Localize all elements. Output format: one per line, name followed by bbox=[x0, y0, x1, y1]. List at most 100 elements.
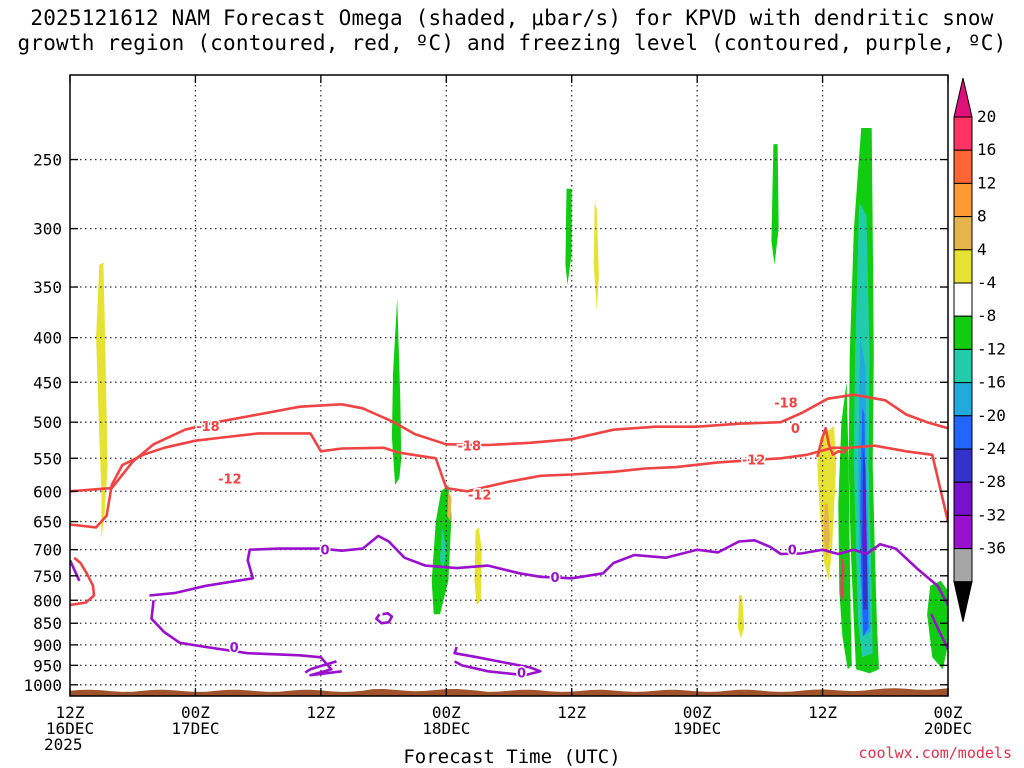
colorbar-label-6: -8 bbox=[977, 306, 996, 325]
contour-label-10: 0 bbox=[230, 641, 239, 656]
colorbar-label-9: -20 bbox=[977, 406, 1006, 425]
freezing-level-contour-4 bbox=[375, 612, 394, 625]
omega-region-18 bbox=[862, 484, 867, 550]
colorbar-segment-7 bbox=[953, 348, 973, 384]
dgz-contour-2 bbox=[816, 426, 849, 458]
x-tick-label-36-1: 00Z bbox=[432, 703, 461, 722]
x-tick-label-0-3: 2025 bbox=[44, 735, 83, 754]
contours: -18 -12 -18 -12 -18 -12 0 0 0 0 0 0 bbox=[70, 393, 948, 683]
colorbar-label-11: -28 bbox=[977, 472, 1006, 491]
colorbar-segment-10 bbox=[953, 448, 973, 483]
y-tick-label-650: 650 bbox=[33, 513, 62, 532]
x-tick-label-84-2: 20DEC bbox=[924, 719, 972, 738]
y-tick-label-550: 550 bbox=[33, 449, 62, 468]
omega-region-7 bbox=[593, 202, 599, 311]
colorbar-label-13: -36 bbox=[977, 539, 1006, 558]
omega-region-0 bbox=[96, 262, 108, 539]
y-tick-label-900: 900 bbox=[33, 636, 62, 655]
dgz-contour-0 bbox=[70, 432, 948, 529]
x-tick-label-24-1: 12Z bbox=[306, 703, 335, 722]
gridlines bbox=[70, 75, 948, 696]
contour-label-11: 0 bbox=[517, 666, 526, 681]
colorbar-bottom-arrow bbox=[953, 581, 973, 622]
contour-label-1: -12 bbox=[218, 472, 242, 487]
plot-frame bbox=[69, 74, 949, 697]
terrain-fill bbox=[70, 688, 948, 696]
colorbar-segment-13 bbox=[953, 548, 973, 583]
colorbar-label-12: -32 bbox=[977, 505, 1006, 524]
y-tick-label-250: 250 bbox=[33, 151, 62, 170]
freezing-level-contour-5 bbox=[453, 646, 542, 677]
colorbar-segment-3 bbox=[953, 216, 973, 251]
omega-region-1 bbox=[391, 297, 402, 485]
omega-region-9 bbox=[771, 144, 779, 265]
omega-region-10 bbox=[817, 425, 837, 581]
colorbar-segment-2 bbox=[953, 182, 973, 218]
y-axis-ticks: 250 300 350 400 450 500 550 600 650 700 750 800 850 9… bbox=[23, 151, 948, 695]
y-tick-label-1000: 1000 bbox=[23, 676, 62, 695]
x-tick-label-0-1: 12Z bbox=[56, 703, 85, 722]
colorbar-segment-6 bbox=[953, 315, 973, 350]
colorbar-segment-11 bbox=[953, 481, 973, 516]
omega-region-11 bbox=[823, 503, 830, 561]
colorbar-label-0: 20 bbox=[977, 107, 996, 126]
colorbar-label-4: 4 bbox=[977, 240, 987, 259]
contour-label-9: 0 bbox=[788, 544, 797, 559]
y-tick-label-750: 750 bbox=[33, 567, 62, 586]
contour-label-2: -18 bbox=[458, 440, 482, 455]
x-tick-label-60-2: 19DEC bbox=[673, 719, 721, 738]
colorbar-segment-0 bbox=[953, 116, 973, 151]
colorbar-label-1: 16 bbox=[977, 140, 996, 159]
chart-title: 2025121612 NAM Forecast Omega (shaded, μ… bbox=[0, 6, 1024, 56]
y-tick-label-700: 700 bbox=[33, 541, 62, 560]
contour-label-0: -18 bbox=[196, 420, 220, 435]
x-tick-label-12-1: 00Z bbox=[181, 703, 210, 722]
y-tick-label-600: 600 bbox=[33, 482, 62, 501]
colorbar-segment-5 bbox=[953, 282, 973, 317]
y-tick-label-300: 300 bbox=[33, 220, 62, 239]
y-tick-label-950: 950 bbox=[33, 656, 62, 675]
omega-region-3 bbox=[440, 527, 447, 571]
x-tick-label-48-1: 12Z bbox=[557, 703, 586, 722]
omega-region-8 bbox=[737, 595, 745, 639]
x-tick-label-72-1: 12Z bbox=[808, 703, 837, 722]
y-tick-label-350: 350 bbox=[33, 278, 62, 297]
freezing-level-contour-1 bbox=[150, 600, 342, 677]
dgz-contour-3 bbox=[70, 556, 96, 607]
x-axis-label: Forecast Time (UTC) bbox=[403, 746, 621, 768]
contour-label-3: -12 bbox=[468, 488, 492, 503]
colorbar-segment-1 bbox=[953, 149, 973, 184]
colorbar-label-5: -4 bbox=[977, 273, 996, 292]
credit-text: coolwx.com/models bbox=[858, 744, 1012, 762]
x-tick-label-0-2: 16DEC bbox=[46, 719, 94, 738]
colorbar: 20 16 12 8 4 -4 -8 -12 -16 -20 -24 -28 -32 -36 bbox=[953, 77, 1006, 622]
colorbar-top-arrow bbox=[953, 77, 973, 118]
contour-label-7: 0 bbox=[321, 544, 330, 559]
x-tick-label-12-2: 17DEC bbox=[171, 719, 219, 738]
freezing-level-contour-0 bbox=[70, 559, 81, 582]
colorbar-segment-4 bbox=[953, 249, 973, 284]
colorbar-label-2: 12 bbox=[977, 173, 996, 192]
x-tick-label-60-1: 00Z bbox=[683, 703, 712, 722]
omega-region-19 bbox=[840, 555, 845, 601]
freezing-level-contour-2 bbox=[304, 660, 337, 674]
x-tick-label-36-2: 18DEC bbox=[422, 719, 470, 738]
omega-region-4 bbox=[447, 491, 452, 522]
y-tick-label-850: 850 bbox=[33, 614, 62, 633]
x-tick-label-84-1: 00Z bbox=[934, 703, 963, 722]
freezing-level-contour-6 bbox=[930, 613, 948, 650]
y-tick-label-500: 500 bbox=[33, 413, 62, 432]
colorbar-segment-9 bbox=[953, 415, 973, 450]
colorbar-segment-12 bbox=[953, 514, 973, 550]
y-tick-label-400: 400 bbox=[33, 329, 62, 348]
contour-label-8: 0 bbox=[550, 571, 559, 586]
title-line-1: 2025121612 NAM Forecast Omega (shaded, μ… bbox=[30, 6, 994, 30]
contour-label-4: -18 bbox=[774, 397, 798, 412]
colorbar-label-3: 8 bbox=[977, 207, 987, 226]
title-line-2: growth region (contoured, red, ºC) and f… bbox=[17, 31, 1007, 55]
colorbar-label-7: -12 bbox=[977, 339, 1006, 358]
contour-label-6: 0 bbox=[791, 422, 800, 437]
colorbar-label-8: -16 bbox=[977, 373, 1006, 392]
